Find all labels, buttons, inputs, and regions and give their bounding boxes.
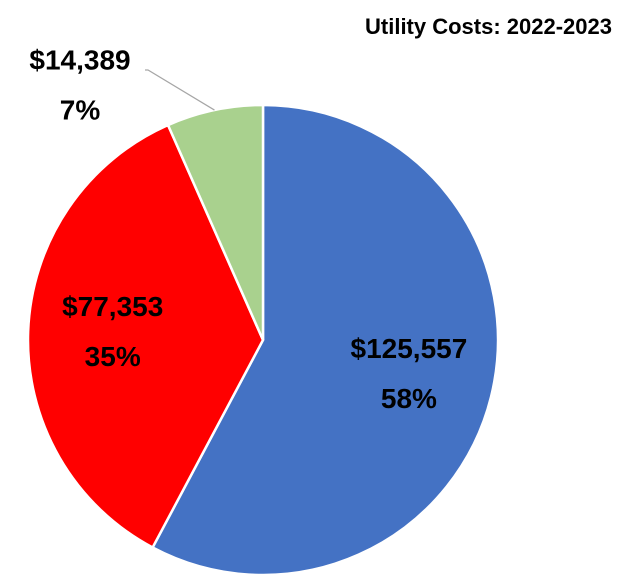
value-label: $14,389 [29,44,130,75]
value-label: $125,557 [351,333,468,364]
chart-title: Utility Costs: 2022-2023 [365,14,612,39]
percent-label: 7% [60,94,101,125]
percent-label: 35% [85,341,141,372]
percent-label: 58% [381,383,437,414]
value-label: $77,353 [62,291,163,322]
pie-slice [26,123,265,550]
pie-slice [150,103,500,574]
leader-line [145,69,215,111]
